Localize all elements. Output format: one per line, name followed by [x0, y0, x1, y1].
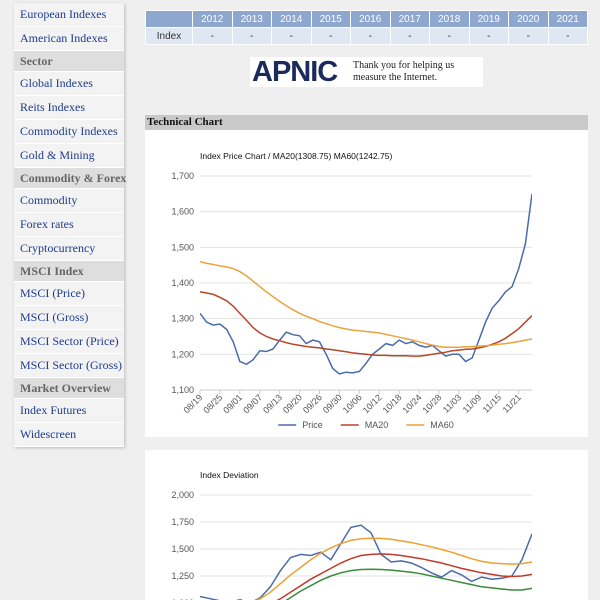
x-tick-label: 10/12 — [361, 392, 384, 415]
header-cell: 2018 — [429, 10, 470, 28]
legend-item: Price — [278, 420, 323, 430]
x-tick-label: 09/01 — [221, 392, 244, 415]
table-cell: - — [389, 27, 430, 45]
table-cell: - — [231, 27, 272, 45]
chart: Index Price Chart / MA20(1308.75) MA60(1… — [171, 151, 532, 430]
chart-title: Index Deviation — [200, 470, 259, 480]
header-cell: 2016 — [350, 10, 391, 28]
x-tick-label: 10/28 — [420, 392, 443, 415]
sidebar-link[interactable]: MSCI (Price) — [14, 282, 124, 306]
legend-label: MA20 — [365, 420, 389, 430]
series-line — [276, 553, 532, 600]
chart-title: Index Price Chart / MA20(1308.75) MA60(1… — [200, 151, 392, 161]
sidebar-link[interactable]: Widescreen — [14, 423, 124, 447]
header-cell: 2012 — [192, 10, 233, 28]
sidebar-link[interactable]: Forex rates — [14, 213, 124, 237]
x-tick-label: 09/20 — [281, 392, 304, 415]
x-tick-label: 09/13 — [261, 392, 284, 415]
table-cell: - — [468, 27, 509, 45]
header-cell: 2020 — [508, 10, 549, 28]
table-cell: - — [271, 27, 312, 45]
table-cell: - — [310, 27, 351, 45]
chart-panel: Index Price Chart / MA20(1308.75) MA60(1… — [145, 130, 588, 437]
x-tick-label: 11/03 — [441, 392, 464, 415]
x-tick-label: 09/07 — [241, 392, 264, 415]
series-line — [285, 568, 532, 600]
x-tick-label: 08/25 — [201, 392, 224, 415]
sidebar-link[interactable]: MSCI Sector (Gross) — [14, 354, 124, 378]
table-cell: - — [429, 27, 470, 45]
x-tick-label: 11/09 — [461, 392, 484, 415]
legend-label: MA60 — [430, 420, 454, 430]
ad-logo: APNIC — [252, 56, 338, 88]
header-cell: 2014 — [271, 10, 312, 28]
sidebar-link[interactable]: European Indexes — [14, 3, 124, 27]
series-line — [200, 524, 532, 600]
legend-item: MA60 — [406, 420, 454, 430]
y-tick-label: 1,500 — [171, 242, 194, 252]
header-cell — [145, 10, 193, 28]
sidebar-link[interactable]: Gold & Mining — [14, 144, 124, 168]
y-tick-label: 1,700 — [171, 171, 194, 181]
series-line — [255, 537, 532, 600]
sidebar-link[interactable]: MSCI (Gross) — [14, 306, 124, 330]
chart: Index Deviation 1,000 1,250 1,500 1,750 2,000 — [171, 470, 532, 600]
sidebar-link[interactable]: Index Futures — [14, 399, 124, 423]
x-tick-label: 09/30 — [321, 392, 344, 415]
sidebar-heading: Commodity & Forex — [14, 168, 126, 189]
series-line — [200, 291, 532, 357]
header-cell: 2015 — [310, 10, 351, 28]
sidebar-link[interactable]: American Indexes — [14, 27, 124, 51]
sidebar-link[interactable]: Commodity — [14, 189, 124, 213]
x-tick-label: 08/19 — [181, 392, 204, 415]
table-cell: - — [192, 27, 233, 45]
header-cell: 2019 — [468, 10, 509, 28]
x-tick-label: 10/18 — [381, 392, 404, 415]
x-tick-label: 09/26 — [301, 392, 324, 415]
x-tick-label: 11/15 — [481, 392, 504, 415]
sidebar-link[interactable]: Reits Indexes — [14, 96, 124, 120]
y-tick-label: 1,300 — [171, 314, 194, 324]
table-row: Index - - - - - - - - - - — [145, 27, 588, 45]
sidebar-link[interactable]: Cryptocurrency — [14, 237, 124, 261]
y-tick-label: 1,100 — [171, 385, 194, 395]
chart-panel: Index Deviation 1,000 1,250 1,500 1,750 2,000 — [145, 450, 588, 600]
sidebar-link[interactable]: MSCI Sector (Price) — [14, 330, 124, 354]
x-tick-label: 10/06 — [341, 392, 364, 415]
ad-text: Thank you for helping us measure the Int… — [353, 60, 455, 83]
series-line — [200, 260, 532, 348]
ad-banner[interactable]: APNIC Thank you for helping us measure t… — [250, 57, 483, 87]
legend-item: MA20 — [340, 420, 389, 430]
header-cell: 2017 — [389, 10, 430, 28]
y-tick-label: 1,400 — [171, 278, 194, 288]
table-cell: - — [547, 27, 588, 45]
table-cell: Index — [145, 27, 193, 45]
sidebar-heading: Market Overview — [14, 378, 124, 399]
y-tick-label: 1,750 — [171, 517, 194, 527]
header-cell: 2021 — [547, 10, 588, 28]
sidebar-heading: Sector — [14, 51, 124, 72]
table-cell: - — [350, 27, 391, 45]
sidebar-link[interactable]: Commodity Indexes — [14, 120, 124, 144]
y-tick-label: 1,200 — [171, 349, 194, 359]
y-tick-label: 2,000 — [171, 490, 194, 500]
header-row: 2012 2013 2014 2015 2016 2017 2018 2019 2020 2021 — [145, 10, 588, 28]
sidebar-heading: MSCI Index — [14, 261, 124, 282]
y-tick-label: 1,000 — [171, 598, 194, 600]
header-cell: 2013 — [231, 10, 272, 28]
y-tick-label: 1,500 — [171, 544, 194, 554]
x-tick-label: 11/21 — [501, 392, 524, 415]
x-tick-label: 10/24 — [401, 392, 424, 415]
legend-label: Price — [302, 420, 323, 430]
sidebar: European Indexes American Indexes Sector Gl… — [14, 3, 126, 447]
y-tick-label: 1,600 — [171, 207, 194, 217]
y-tick-label: 1,250 — [171, 571, 194, 581]
year-table: 2012 2013 2014 2015 2016 2017 2018 2019 2020 2021… — [145, 10, 588, 45]
sidebar-link[interactable]: Global Indexes — [14, 72, 124, 96]
section-title: Technical Chart — [145, 115, 588, 130]
table-cell: - — [508, 27, 549, 45]
